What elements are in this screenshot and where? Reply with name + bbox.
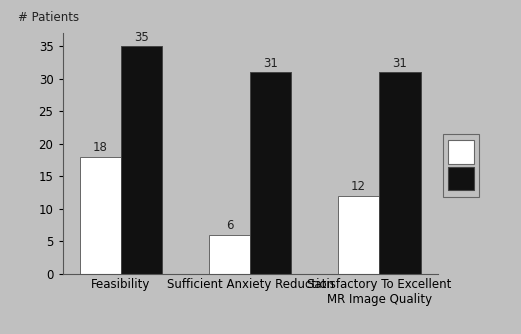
Text: 35: 35 (134, 31, 149, 44)
Bar (80, 157, 121, 274)
Bar (209, 235, 250, 274)
Text: # Patients: # Patients (18, 11, 79, 24)
Bar (379, 72, 420, 274)
Text: 31: 31 (263, 57, 278, 70)
Bar (121, 46, 162, 274)
Text: 18: 18 (93, 141, 108, 154)
Bar (250, 72, 291, 274)
Text: 12: 12 (351, 180, 366, 193)
Text: 6: 6 (226, 219, 233, 232)
Text: 31: 31 (392, 57, 407, 70)
Bar (338, 196, 379, 274)
